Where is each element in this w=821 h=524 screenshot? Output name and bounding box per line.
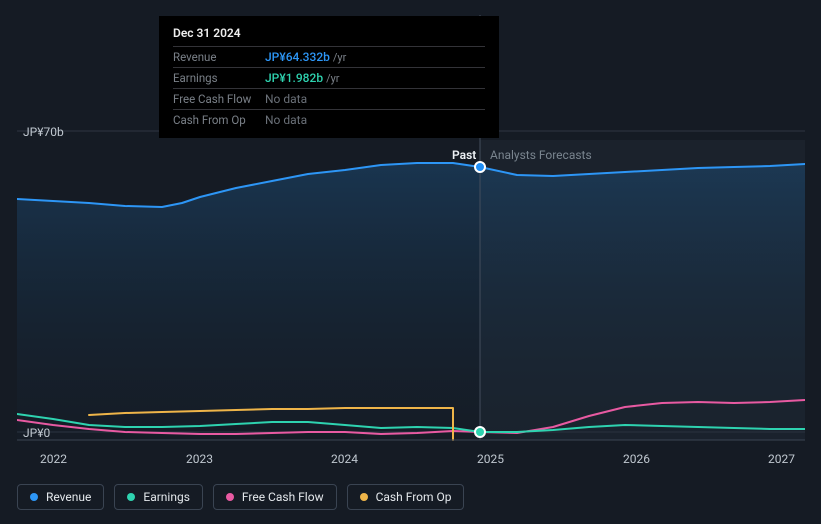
tooltip-row: Cash From OpNo data (173, 109, 485, 130)
tooltip-row-value: JP¥1.982b (265, 71, 323, 85)
tooltip-row-label: Revenue (173, 50, 265, 64)
tooltip-row: EarningsJP¥1.982b /yr (173, 67, 485, 88)
x-axis-tick: 2026 (623, 452, 650, 466)
legend-label: Cash From Op (376, 490, 452, 504)
legend-item[interactable]: Cash From Op (347, 484, 465, 510)
x-axis-tick: 2025 (477, 452, 504, 466)
y-axis-tick: JP¥0 (23, 426, 50, 440)
legend-swatch (127, 493, 135, 501)
legend-label: Free Cash Flow (242, 490, 324, 504)
legend-swatch (30, 493, 38, 501)
tooltip-row-value: No data (265, 113, 307, 127)
chart-legend: Revenue Earnings Free Cash Flow Cash From O… (17, 484, 464, 510)
tooltip-row: Free Cash FlowNo data (173, 88, 485, 109)
x-axis-tick: 2027 (768, 452, 795, 466)
x-axis-tick: 2022 (40, 452, 67, 466)
x-axis-tick: 2023 (186, 452, 213, 466)
tooltip-date: Dec 31 2024 (173, 26, 485, 46)
y-axis-tick: JP¥70b (23, 125, 64, 139)
legend-item[interactable]: Free Cash Flow (213, 484, 337, 510)
legend-item[interactable]: Revenue (17, 484, 104, 510)
legend-swatch (226, 493, 234, 501)
tooltip-row-unit: /yr (326, 72, 339, 85)
past-label: Past (452, 148, 476, 162)
earnings-revenue-chart[interactable]: Past Analysts Forecasts Dec 31 2024 Reve… (17, 0, 805, 470)
tooltip-row-value: JP¥64.332b (265, 50, 330, 64)
legend-label: Revenue (46, 490, 91, 504)
tooltip-row-label: Earnings (173, 71, 265, 85)
legend-label: Earnings (143, 490, 190, 504)
x-axis-tick: 2024 (331, 452, 358, 466)
legend-swatch (360, 493, 368, 501)
tooltip-row-label: Cash From Op (173, 113, 265, 127)
legend-item[interactable]: Earnings (114, 484, 203, 510)
tooltip-row-value: No data (265, 92, 307, 106)
tooltip-row: RevenueJP¥64.332b /yr (173, 46, 485, 67)
tooltip-row-label: Free Cash Flow (173, 92, 265, 106)
forecast-label: Analysts Forecasts (490, 148, 592, 162)
chart-tooltip: Dec 31 2024 RevenueJP¥64.332b /yrEarning… (159, 16, 499, 138)
tooltip-row-unit: /yr (333, 51, 346, 64)
